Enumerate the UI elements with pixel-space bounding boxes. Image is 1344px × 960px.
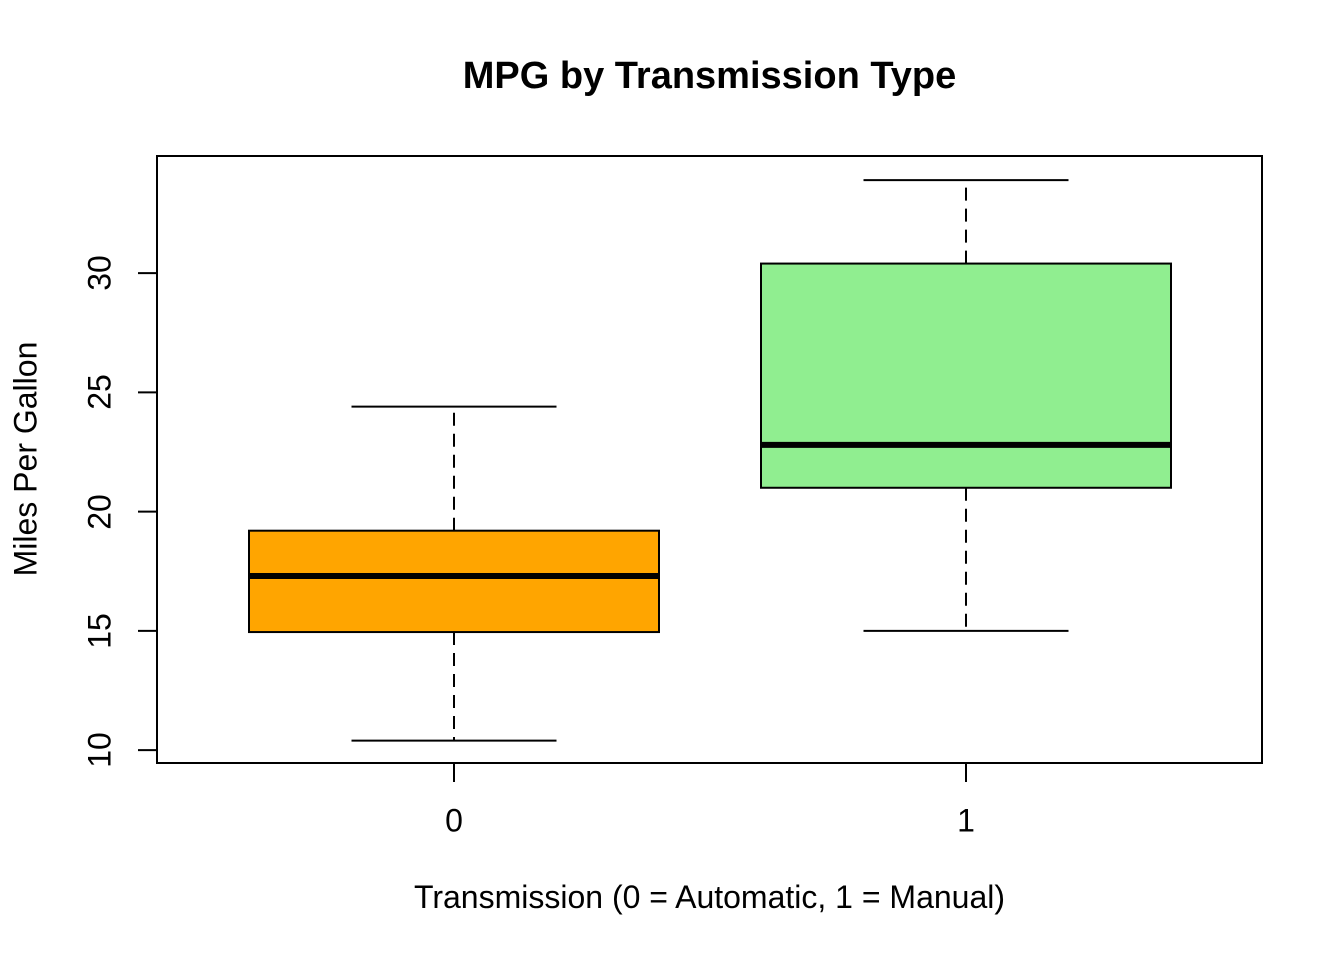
iqr-box-1: [760, 262, 1172, 489]
y-tick-label-30: 30: [81, 255, 118, 291]
chart-title: MPG by Transmission Type: [462, 55, 957, 97]
y-tick-label-25: 25: [81, 374, 118, 411]
y-axis-label: Miles Per Gallon: [7, 341, 44, 577]
y-tick-label-10: 10: [81, 732, 118, 768]
y-tick-label-15: 15: [81, 613, 118, 649]
x-axis-label: Transmission (0 = Automatic, 1 = Manual): [413, 879, 1006, 915]
iqr-box-0: [248, 529, 660, 634]
y-tick-label-20: 20: [81, 493, 118, 530]
x-tick-label-1: 1: [957, 802, 975, 839]
plot-frame: [156, 155, 1263, 764]
x-tick-label-0: 0: [445, 802, 463, 839]
